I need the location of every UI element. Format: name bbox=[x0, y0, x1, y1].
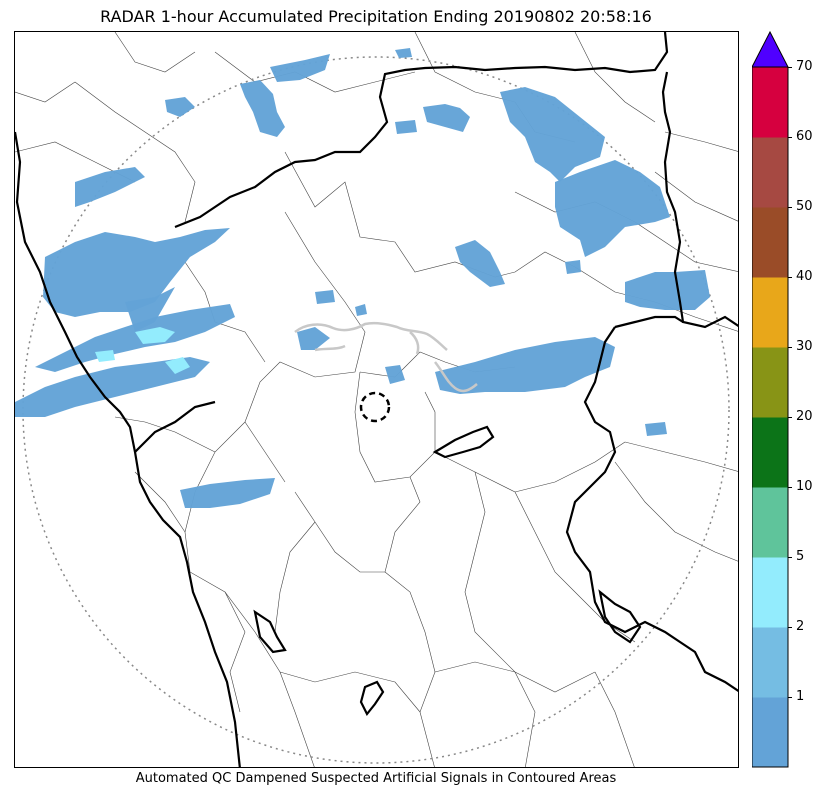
radar-map bbox=[14, 31, 739, 768]
colorbar-tick-mark bbox=[788, 347, 792, 348]
colorbar-tick-mark bbox=[788, 277, 792, 278]
colorbar-extend-arrow bbox=[752, 30, 789, 68]
colorbar-bin-4 bbox=[752, 487, 788, 558]
colorbar-tick-mark bbox=[788, 137, 792, 138]
colorbar-tick-mark bbox=[788, 67, 792, 68]
district-boundaries bbox=[15, 32, 738, 767]
colorbar-tick-label: 5 bbox=[796, 549, 805, 564]
colorbar bbox=[752, 30, 789, 768]
colorbar-bin-1 bbox=[752, 697, 788, 768]
colorbar-bin-9 bbox=[752, 137, 788, 208]
map-title: RADAR 1-hour Accumulated Precipitation E… bbox=[100, 7, 652, 26]
colorbar-bin-8 bbox=[752, 207, 788, 278]
colorbar-tick-label: 40 bbox=[796, 269, 813, 284]
precipitation-moderate bbox=[95, 327, 190, 374]
colorbar-tick-label: 20 bbox=[796, 409, 813, 424]
colorbar-tick-mark bbox=[788, 417, 792, 418]
colorbar-bin-10 bbox=[752, 67, 788, 138]
map-canvas bbox=[15, 32, 738, 767]
colorbar-tick-label: 50 bbox=[796, 199, 813, 214]
colorbar-tick-label: 60 bbox=[796, 129, 813, 144]
colorbar-bin-5 bbox=[752, 417, 788, 488]
qc-note: Automated QC Dampened Suspected Artifici… bbox=[135, 771, 617, 786]
colorbar-bins bbox=[752, 67, 788, 768]
colorbar-tick-label: 2 bbox=[796, 619, 805, 634]
colorbar-tick-mark bbox=[788, 207, 792, 208]
colorbar-tick-mark bbox=[788, 557, 792, 558]
colorbar-tick-label: 70 bbox=[796, 59, 813, 74]
colorbar-tick-mark bbox=[788, 697, 792, 698]
colorbar-bin-3 bbox=[752, 557, 788, 628]
state-boundary bbox=[15, 32, 738, 767]
colorbar-bin-6 bbox=[752, 347, 788, 418]
colorbar-bin-2 bbox=[752, 627, 788, 698]
colorbar-tick-mark bbox=[788, 627, 792, 628]
qc-contours bbox=[294, 321, 478, 393]
colorbar-tick-mark bbox=[788, 487, 792, 488]
colorbar-tick-label: 1 bbox=[796, 689, 805, 704]
colorbar-bin-7 bbox=[752, 277, 788, 348]
radar-site-marker bbox=[359, 391, 391, 423]
range-ring bbox=[22, 56, 730, 764]
colorbar-tick-label: 30 bbox=[796, 339, 813, 354]
precipitation-areas bbox=[15, 48, 710, 508]
colorbar-tick-label: 10 bbox=[796, 479, 813, 494]
